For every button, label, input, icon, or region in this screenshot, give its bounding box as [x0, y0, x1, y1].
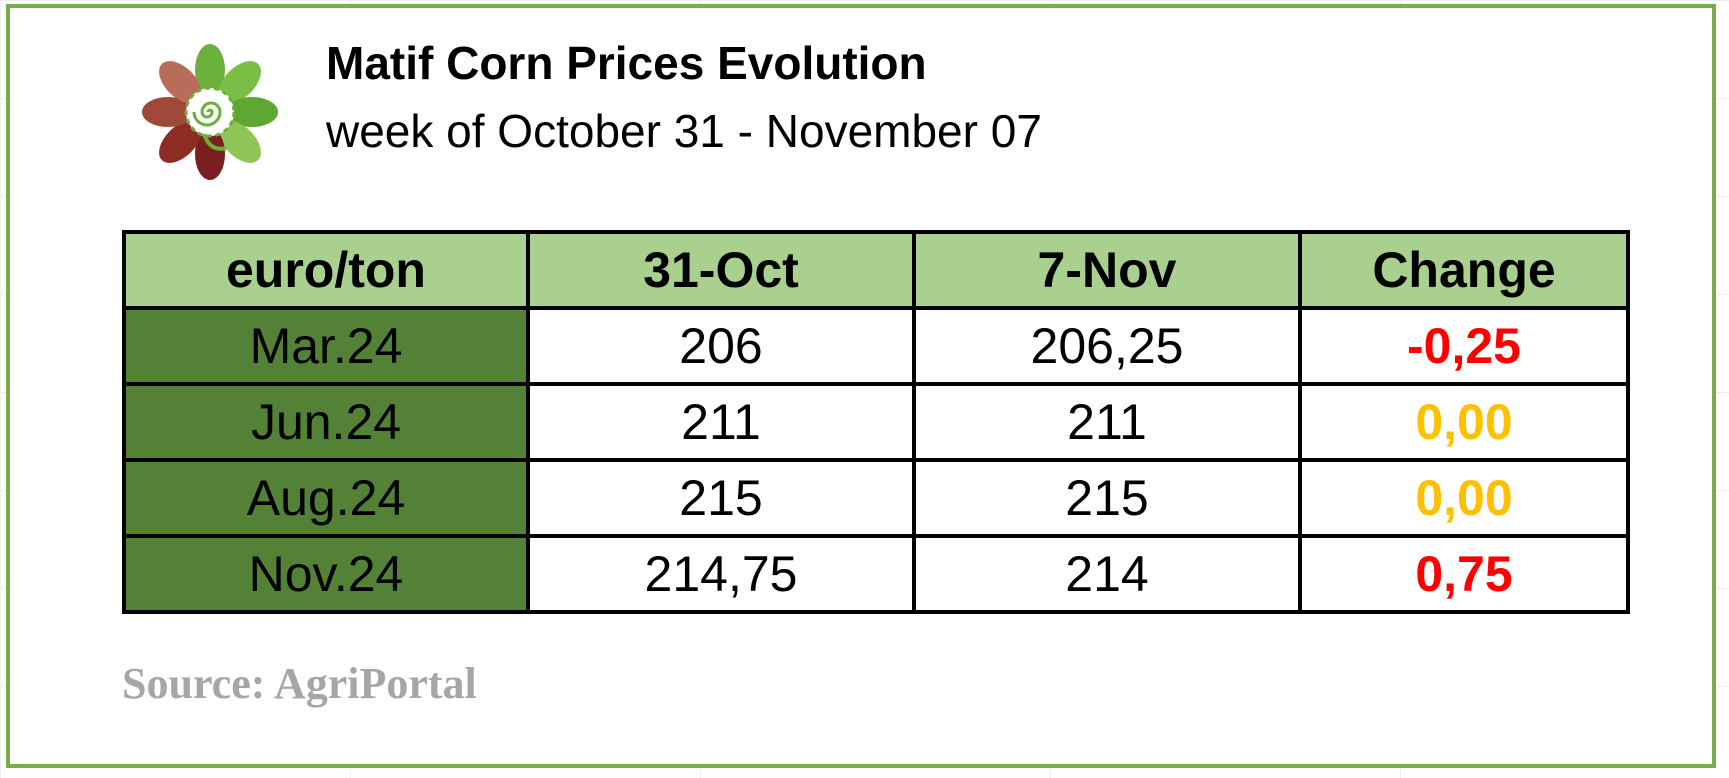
price-cell-oct31: 211	[526, 382, 916, 462]
change-cell: 0,00	[1298, 458, 1630, 538]
contract-cell: Aug.24	[122, 458, 530, 538]
page-subtitle: week of October 31 - November 07	[326, 105, 1042, 157]
price-cell-nov7: 211	[912, 382, 1302, 462]
table-row: Jun.24 211 211 0,00	[122, 382, 1630, 462]
change-cell: 0,00	[1298, 382, 1630, 462]
prices-table: euro/ton 31-Oct 7-Nov Change Mar.24 206 …	[122, 230, 1630, 614]
page-title: Matif Corn Prices Evolution	[326, 37, 927, 89]
contract-cell: Nov.24	[122, 534, 530, 614]
table-header-row: euro/ton 31-Oct 7-Nov Change	[122, 230, 1630, 310]
change-cell: -0,25	[1298, 306, 1630, 386]
price-cell-nov7: 215	[912, 458, 1302, 538]
price-cell-oct31: 206	[526, 306, 916, 386]
source-note: Source: AgriPortal	[122, 659, 477, 708]
table-row: Nov.24 214,75 214 0,75	[122, 534, 1630, 614]
table-row: Mar.24 206 206,25 -0,25	[122, 306, 1630, 386]
column-header-oct31: 31-Oct	[526, 230, 916, 310]
column-header-nov7: 7-Nov	[912, 230, 1302, 310]
contract-cell: Mar.24	[122, 306, 530, 386]
flower-spiral-logo-icon	[142, 44, 278, 180]
price-cell-nov7: 214	[912, 534, 1302, 614]
price-cell-nov7: 206,25	[912, 306, 1302, 386]
column-header-unit: euro/ton	[122, 230, 530, 310]
change-cell: 0,75	[1298, 534, 1630, 614]
table-row: Aug.24 215 215 0,00	[122, 458, 1630, 538]
report-frame: Matif Corn Prices Evolution week of Octo…	[6, 4, 1716, 768]
price-cell-oct31: 214,75	[526, 534, 916, 614]
column-header-change: Change	[1298, 230, 1630, 310]
contract-cell: Jun.24	[122, 382, 530, 462]
price-cell-oct31: 215	[526, 458, 916, 538]
